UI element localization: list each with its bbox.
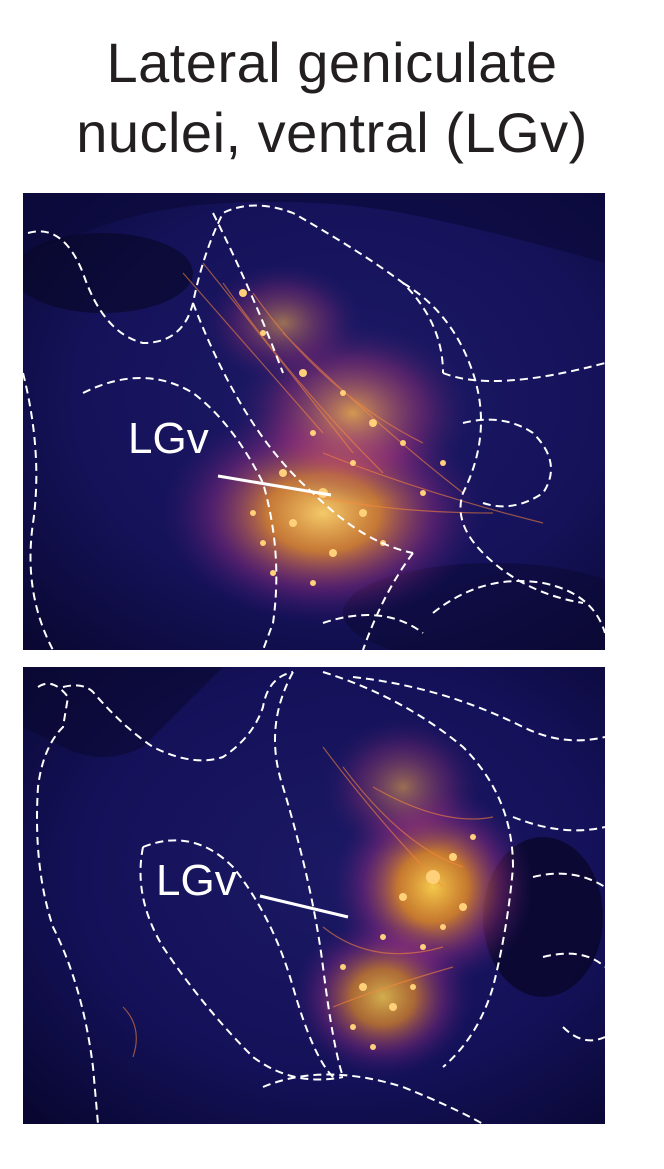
lgv-label-bottom: LGv <box>156 856 237 905</box>
micrograph-panel-top: LGv <box>23 193 605 650</box>
micrograph-image-top: LGv <box>23 193 605 650</box>
title-line-1: Lateral geniculate <box>106 31 558 94</box>
micrograph-image-bottom: LGv <box>23 667 605 1124</box>
figure-title: Lateral geniculate nuclei, ventral (LGv) <box>0 28 664 168</box>
lgv-label-top: LGv <box>128 414 209 463</box>
micrograph-panel-bottom: LGv <box>23 667 605 1124</box>
pointer-line-top <box>217 474 332 497</box>
pointer-line-bottom <box>259 894 349 919</box>
title-line-2: nuclei, ventral (LGv) <box>76 101 588 164</box>
